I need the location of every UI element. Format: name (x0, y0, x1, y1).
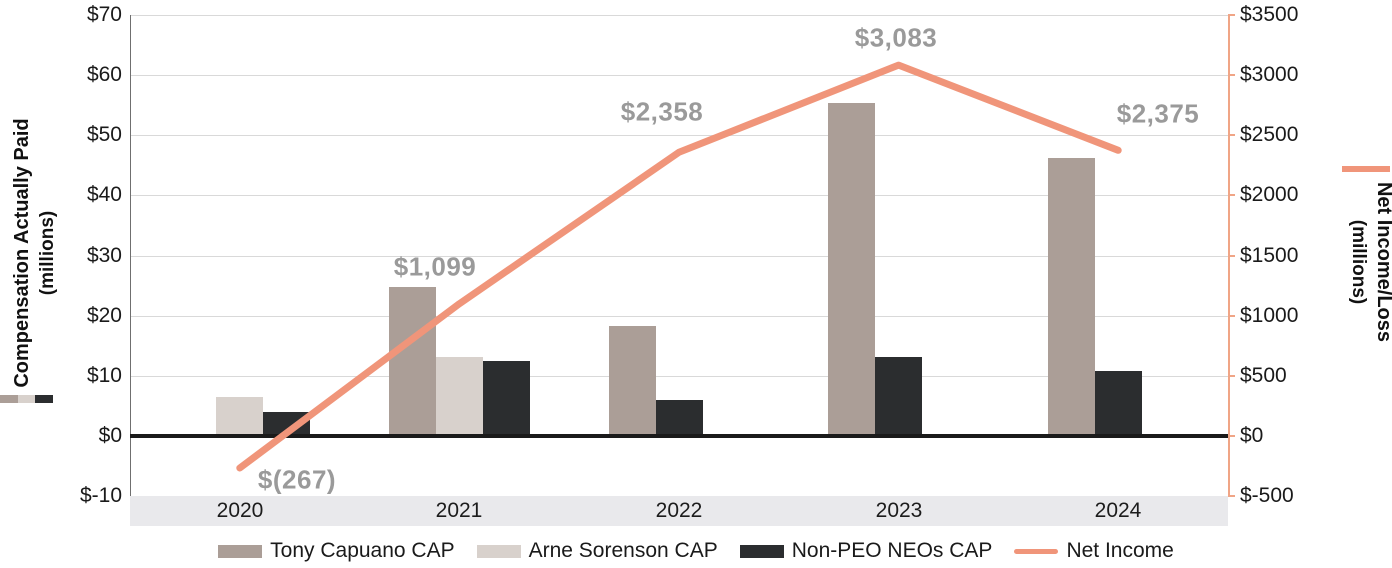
gridline (130, 15, 1228, 16)
right-axis-tick (1228, 435, 1235, 437)
gridline (130, 376, 1228, 377)
right-axis-tick-label: $1500 (1240, 244, 1299, 267)
bar-non-peo-neos-cap (483, 361, 530, 436)
right-axis-tick-label: $2500 (1240, 123, 1299, 146)
left-axis-tick-label: $20 (86, 304, 122, 327)
bar-arne-sorenson-cap (436, 357, 483, 436)
right-axis-tick-label: $3000 (1240, 63, 1299, 86)
right-axis-tick (1228, 315, 1235, 317)
right-axis-tick (1228, 134, 1235, 136)
right-axis-tick (1228, 375, 1235, 377)
right-axis-title-text: Net Income/Loss (1373, 181, 1392, 343)
bar-tony-capuano-cap (389, 287, 436, 436)
gridline (130, 75, 1228, 76)
mini-swatch-tony-capuano-cap (0, 395, 18, 403)
right-axis-tick-label: $1000 (1240, 304, 1299, 327)
right-axis-tick-label: $-500 (1240, 484, 1294, 507)
right-axis-tick-label: $2000 (1240, 183, 1299, 206)
right-axis-tick-label: $3500 (1240, 3, 1299, 26)
right-axis-line-swatch (1342, 166, 1390, 172)
right-axis-title: Net Income/Loss (millions) (1340, 112, 1392, 412)
x-axis-label-2022: 2022 (655, 499, 703, 522)
right-axis-tick (1228, 495, 1235, 497)
legend-item-tony-capuano-cap: Tony Capuano CAP (218, 539, 455, 563)
bar-tony-capuano-cap (1048, 158, 1095, 436)
right-axis-tick (1228, 194, 1235, 196)
legend-item-net-income: Net Income (1014, 539, 1174, 563)
left-axis-tick-label: $60 (86, 63, 122, 86)
line-data-label: $1,099 (393, 251, 477, 282)
left-axis-spine (130, 15, 131, 496)
left-axis-tick-label: $0 (98, 424, 122, 447)
line-data-label: $(267) (257, 464, 337, 495)
zero-axis-line (130, 434, 1228, 438)
mini-swatch-arne-sorenson-cap (17, 395, 36, 403)
legend-item-arne-sorenson-cap: Arne Sorenson CAP (476, 539, 718, 563)
legend-swatch (476, 544, 521, 558)
bar-tony-capuano-cap (828, 103, 875, 436)
right-axis-tick (1228, 74, 1235, 76)
x-axis-label-2021: 2021 (435, 499, 483, 522)
legend-label: Net Income (1066, 539, 1174, 562)
legend: Tony Capuano CAP Arne Sorenson CAP Non-PEO… (0, 539, 1392, 563)
gridline (130, 195, 1228, 196)
x-axis-label-2020: 2020 (216, 499, 264, 522)
legend-label: Tony Capuano CAP (270, 539, 455, 562)
bar-arne-sorenson-cap (216, 397, 263, 436)
bar-non-peo-neos-cap (656, 400, 703, 436)
line-data-label: $3,083 (854, 22, 938, 53)
legend-label: Arne Sorenson CAP (528, 539, 718, 562)
legend-swatch (218, 544, 263, 558)
x-axis-band (130, 496, 1228, 526)
gridline (130, 135, 1228, 136)
x-axis-label-2023: 2023 (875, 499, 923, 522)
right-axis-tick-label: $500 (1240, 364, 1287, 387)
left-axis-series-swatches (0, 395, 54, 403)
left-axis-title-units: (millions) (37, 210, 58, 296)
mini-swatch-non-peo-neos-cap (35, 395, 54, 403)
x-axis-label-2024: 2024 (1094, 499, 1142, 522)
line-data-label: $2,358 (620, 96, 704, 127)
right-axis-tick (1228, 14, 1235, 16)
left-axis-tick-label: $50 (86, 123, 122, 146)
gridline (130, 316, 1228, 317)
right-axis-tick-label: $0 (1240, 424, 1264, 447)
left-axis-tick-label: $-10 (79, 484, 122, 507)
left-axis-tick-label: $70 (86, 3, 122, 26)
right-axis-title-units: (millions) (1348, 219, 1369, 305)
left-axis-tick-label: $40 (86, 183, 122, 206)
left-axis-tick-label: $10 (86, 364, 122, 387)
bar-non-peo-neos-cap (1095, 371, 1142, 436)
gridline (130, 256, 1228, 257)
bar-tony-capuano-cap (609, 326, 656, 436)
left-axis-title-text: Compensation Actually Paid (11, 118, 33, 388)
legend-item-non-peo-neos-cap: Non-PEO NEOs CAP (739, 539, 993, 563)
bar-non-peo-neos-cap (875, 357, 922, 436)
legend-swatch (1014, 548, 1059, 554)
right-axis-tick (1228, 255, 1235, 257)
left-axis-tick-label: $30 (86, 244, 122, 267)
right-axis-spine (1228, 15, 1230, 496)
legend-label: Non-PEO NEOs CAP (791, 539, 993, 562)
line-data-label: $2,375 (1116, 98, 1200, 129)
left-axis-title: Compensation Actually Paid (millions) (10, 73, 66, 433)
legend-swatch (739, 544, 784, 558)
